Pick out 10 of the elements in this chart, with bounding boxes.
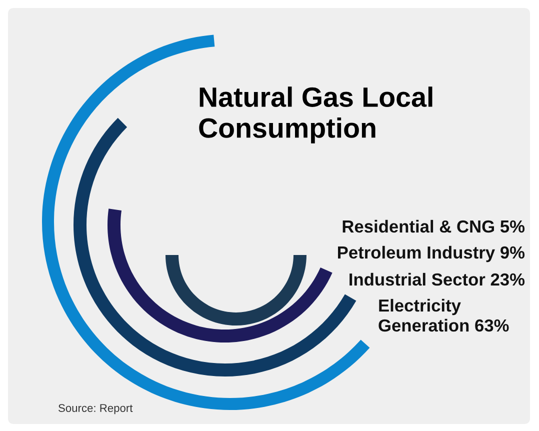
source-note: Source: Report <box>58 404 133 414</box>
category-label: Electricity Generation <box>378 298 469 332</box>
text: Natural Gas Local Consumption <box>199 86 432 144</box>
data-label: 5% <box>500 220 525 233</box>
category-label: Residential & CNG <box>342 220 494 233</box>
category-label: Petroleum Industry <box>338 246 495 262</box>
data-label: 9% <box>500 246 525 259</box>
data-label: 23% <box>490 273 525 286</box>
data-label: 63% <box>475 319 509 332</box>
category-label: Industrial Sector <box>350 272 486 286</box>
